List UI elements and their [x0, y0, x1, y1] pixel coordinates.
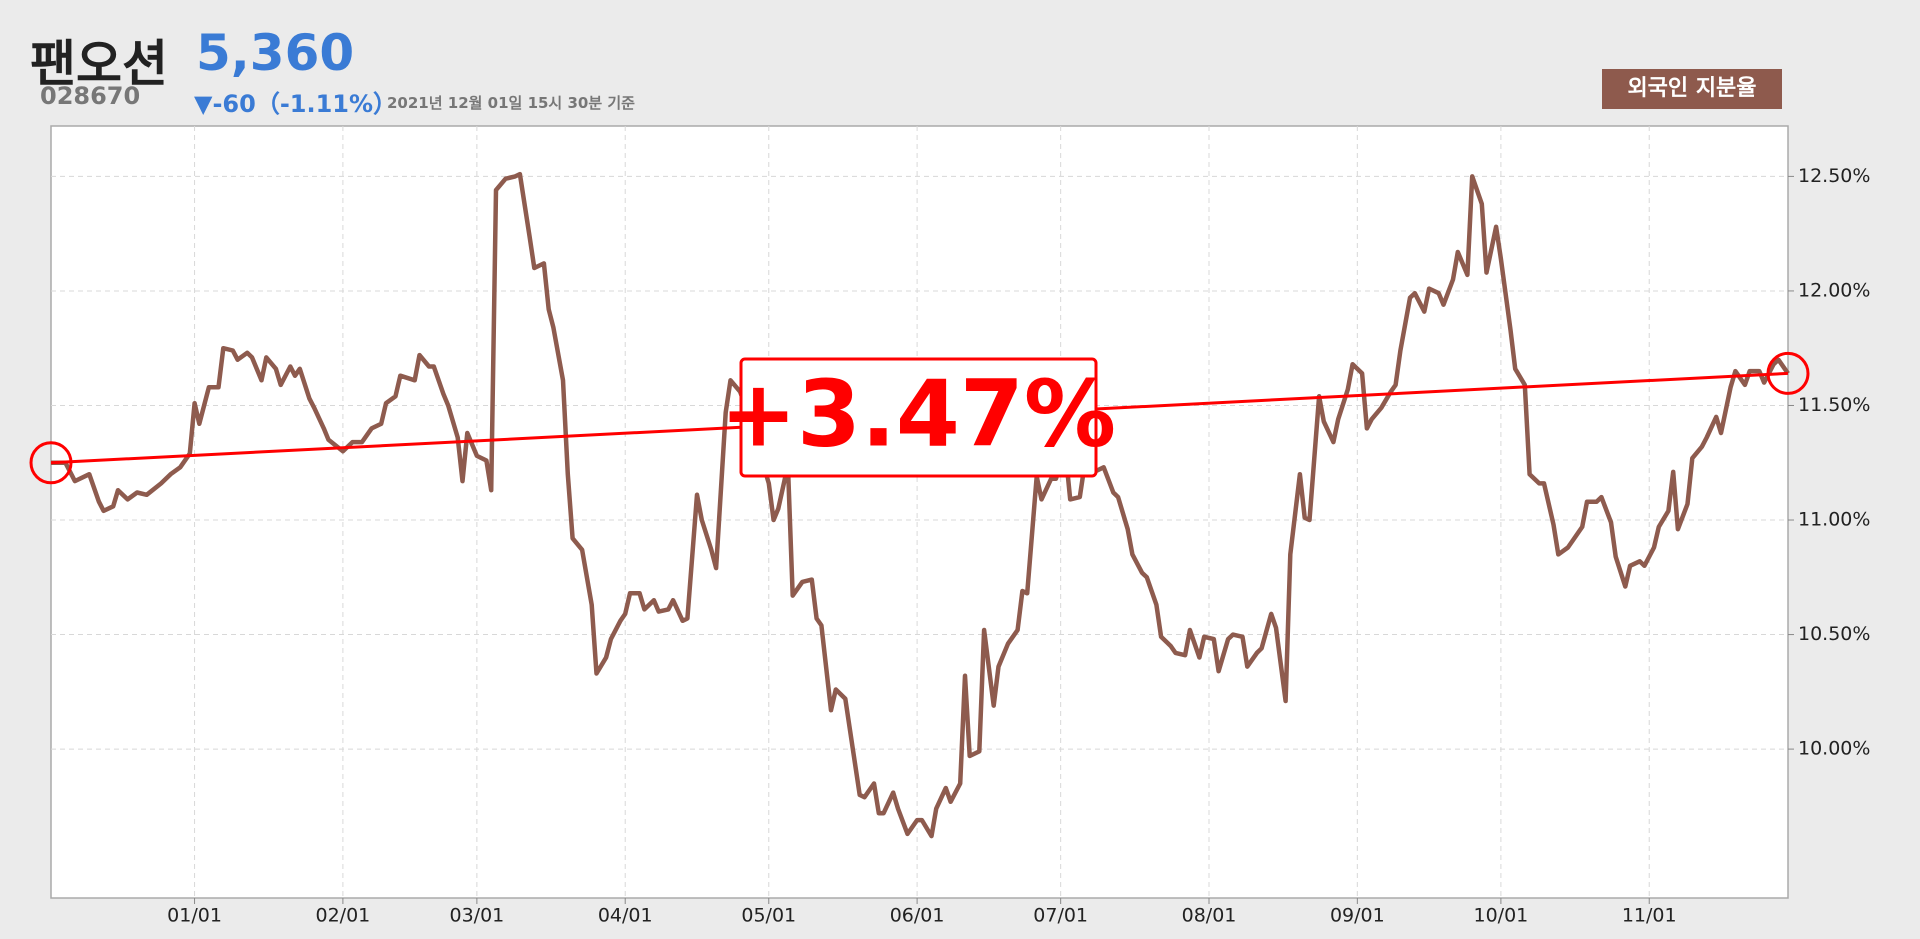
- x-tick-label: 02/01: [316, 905, 371, 927]
- y-tick-label: 12.50%: [1798, 165, 1870, 187]
- annotation: +3.47%: [720, 360, 1116, 467]
- x-tick-label: 09/01: [1330, 905, 1385, 927]
- end-marker: [1766, 351, 1810, 395]
- x-tick-label: 04/01: [598, 905, 653, 927]
- x-tick-label: 11/01: [1622, 905, 1677, 927]
- y-tick-label: 11.00%: [1798, 509, 1870, 531]
- ratio-button[interactable]: 외국인 지분율: [1602, 69, 1782, 109]
- x-tick-label: 10/01: [1474, 905, 1529, 927]
- x-tick-label: 03/01: [449, 905, 504, 927]
- stock-price: 5,360: [196, 24, 355, 82]
- stock-code: 028670: [40, 82, 141, 110]
- y-tick-label: 11.50%: [1798, 394, 1870, 416]
- annotation-box: [739, 357, 1098, 478]
- x-tick-label: 07/01: [1033, 905, 1088, 927]
- x-tick-label: 05/01: [741, 905, 796, 927]
- stock-name: 팬오션: [30, 35, 168, 93]
- start-marker: [29, 441, 73, 485]
- y-tick-label: 10.50%: [1798, 623, 1870, 645]
- price-change: ▼-60（-1.11%）: [194, 90, 398, 118]
- data-line: [51, 171, 1790, 839]
- timestamp: 2021년 12월 01일 15시 30분 기준: [387, 94, 635, 112]
- x-tick-label: 08/01: [1182, 905, 1237, 927]
- y-tick-label: 10.00%: [1798, 738, 1870, 760]
- plot-area: [50, 125, 1789, 899]
- x-tick-label: 01/01: [167, 905, 222, 927]
- x-tick-label: 06/01: [890, 905, 945, 927]
- y-tick-label: 12.00%: [1798, 279, 1870, 301]
